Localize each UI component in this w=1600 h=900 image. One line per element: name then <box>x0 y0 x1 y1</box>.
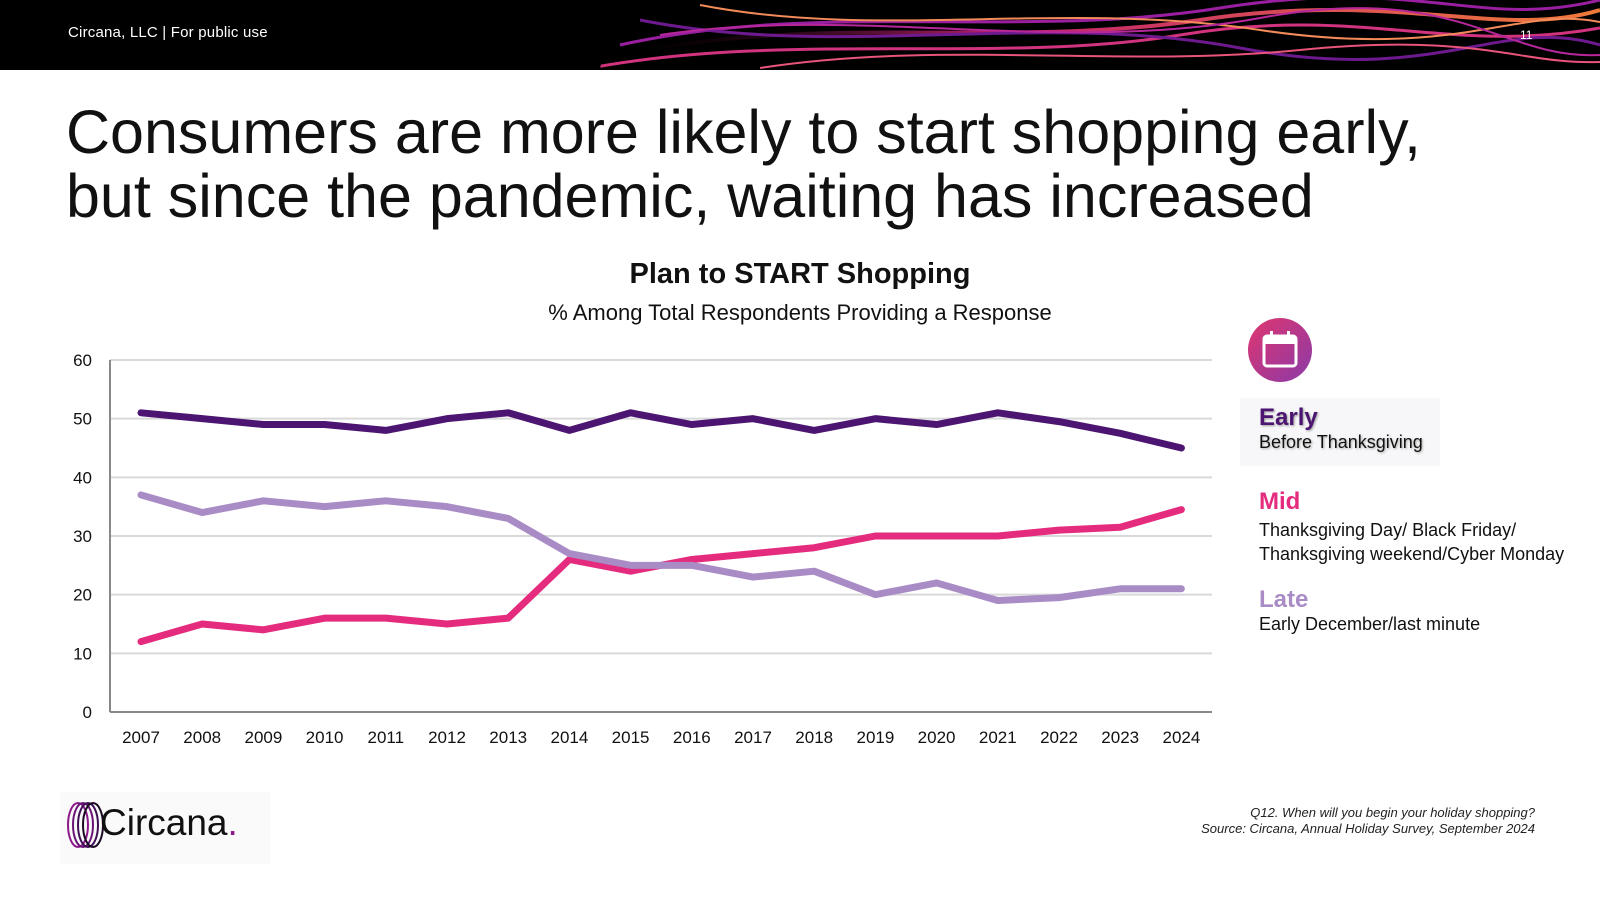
x-tick-label: 2017 <box>734 728 772 747</box>
x-tick-label: 2022 <box>1040 728 1078 747</box>
x-tick-label: 2020 <box>918 728 956 747</box>
x-tick-label: 2024 <box>1162 728 1200 747</box>
x-tick-label: 2023 <box>1101 728 1139 747</box>
legend-late-name: Late <box>1259 586 1309 613</box>
calendar-icon <box>1262 331 1298 368</box>
y-tick-label: 20 <box>73 586 92 605</box>
y-tick-label: 60 <box>73 351 92 370</box>
x-tick-label: 2010 <box>306 728 344 747</box>
x-tick-label: 2013 <box>489 728 527 747</box>
calendar-badge <box>1248 318 1312 382</box>
source-note: Q12. When will you begin your holiday sh… <box>1000 805 1535 837</box>
header-decoration <box>0 0 1600 70</box>
y-tick-label: 50 <box>73 410 92 429</box>
series-line-mid <box>137 506 1185 646</box>
y-tick-label: 0 <box>83 703 92 722</box>
logo-text: Circana. <box>100 802 238 844</box>
brand-text: Circana, LLC | For public use <box>68 24 268 41</box>
x-tick-label: 2012 <box>428 728 466 747</box>
header-bar: Circana, LLC | For public use 11 <box>0 0 1600 70</box>
page-title-line-2: but since the pandemic, waiting has incr… <box>66 162 1314 230</box>
page-number: 11 <box>1520 28 1533 42</box>
x-tick-label: 2021 <box>979 728 1017 747</box>
y-tick-label: 40 <box>73 468 92 487</box>
y-tick-label: 10 <box>73 644 92 663</box>
chart-title-text: Plan to START Shopping <box>629 258 971 290</box>
x-tick-label: 2019 <box>856 728 894 747</box>
legend-early-name: Early <box>1259 404 1318 431</box>
legend-early-description: Before Thanksgiving <box>1259 432 1423 452</box>
x-tick-label: 2016 <box>673 728 711 747</box>
x-tick-label: 2015 <box>612 728 650 747</box>
x-tick-label: 2018 <box>795 728 833 747</box>
source-citation: Source: Circana, Annual Holiday Survey, … <box>1201 821 1535 836</box>
series-line-early <box>137 409 1185 452</box>
x-tick-label: 2014 <box>550 728 588 747</box>
circana-rings-icon <box>67 802 104 848</box>
legend-mid-name: Mid <box>1259 488 1301 515</box>
series-line-late <box>137 491 1185 605</box>
legend-mid-description: Thanksgiving Day/ Black Friday/ Thanksgi… <box>1259 518 1589 566</box>
logo-dot: . <box>227 802 238 843</box>
page-title: Consumers are more likely to start shopp… <box>66 100 1586 228</box>
x-tick-label: 2008 <box>183 728 221 747</box>
survey-question: Q12. When will you begin your holiday sh… <box>1250 805 1535 820</box>
legend-early-box <box>1240 398 1440 466</box>
legend-mid-description-line-2: Thanksgiving weekend/Cyber Monday <box>1259 544 1565 564</box>
page-title-line-1: Consumers are more likely to start shopp… <box>66 98 1421 166</box>
x-tick-label: 2007 <box>122 728 160 747</box>
logo-wordmark: Circana <box>100 802 228 843</box>
legend-late-description: Early December/last minute <box>1259 614 1481 634</box>
y-tick-label: 30 <box>73 527 92 546</box>
legend-mid-description-line-1: Thanksgiving Day/ Black Friday/ <box>1259 520 1517 540</box>
chart-title: Plan to START Shopping <box>0 258 1600 291</box>
x-tick-label: 2009 <box>244 728 282 747</box>
chart-subtitle: % Among Total Respondents Providing a Re… <box>548 300 1052 325</box>
x-tick-label: 2011 <box>368 728 405 747</box>
